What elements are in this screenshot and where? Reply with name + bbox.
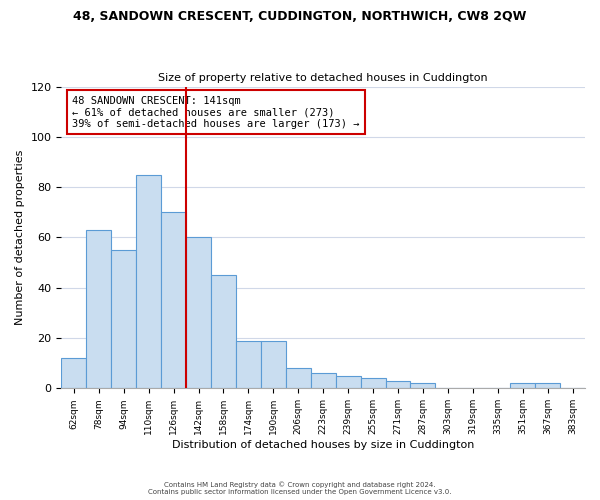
Text: 48, SANDOWN CRESCENT, CUDDINGTON, NORTHWICH, CW8 2QW: 48, SANDOWN CRESCENT, CUDDINGTON, NORTHW… <box>73 10 527 23</box>
Bar <box>186 238 211 388</box>
Bar <box>361 378 386 388</box>
Bar <box>136 174 161 388</box>
Bar <box>510 384 535 388</box>
Bar <box>286 368 311 388</box>
X-axis label: Distribution of detached houses by size in Cuddington: Distribution of detached houses by size … <box>172 440 475 450</box>
Bar <box>236 340 261 388</box>
Bar <box>61 358 86 388</box>
Text: 48 SANDOWN CRESCENT: 141sqm
← 61% of detached houses are smaller (273)
39% of se: 48 SANDOWN CRESCENT: 141sqm ← 61% of det… <box>72 96 359 129</box>
Bar <box>86 230 111 388</box>
Bar <box>261 340 286 388</box>
Bar <box>386 381 410 388</box>
Y-axis label: Number of detached properties: Number of detached properties <box>15 150 25 325</box>
Bar <box>410 384 436 388</box>
Bar <box>161 212 186 388</box>
Bar <box>335 376 361 388</box>
Bar <box>111 250 136 388</box>
Bar <box>535 384 560 388</box>
Title: Size of property relative to detached houses in Cuddington: Size of property relative to detached ho… <box>158 73 488 83</box>
Text: Contains HM Land Registry data © Crown copyright and database right 2024.
Contai: Contains HM Land Registry data © Crown c… <box>148 482 452 495</box>
Bar <box>311 374 335 388</box>
Bar <box>211 275 236 388</box>
